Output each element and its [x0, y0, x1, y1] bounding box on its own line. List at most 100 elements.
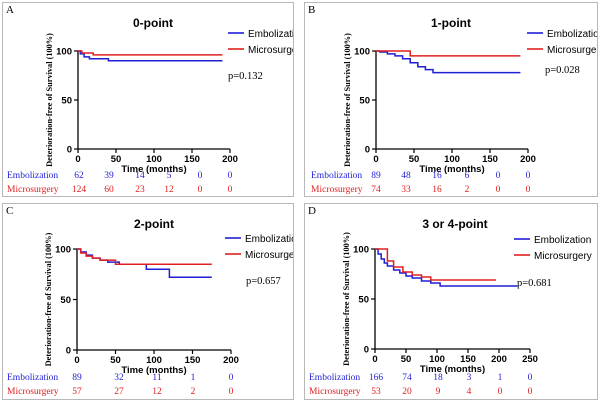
- x-tick-label: 100: [146, 355, 162, 366]
- y-tick-label: 50: [60, 295, 71, 306]
- risk-value: 4: [467, 387, 472, 397]
- risk-value: 0: [496, 185, 501, 195]
- risk-value: 6: [465, 171, 470, 181]
- km-curve-embolization: [77, 248, 212, 279]
- y-tick-label: 0: [365, 145, 370, 156]
- risk-value: 12: [164, 185, 174, 195]
- km-curve-microsurgery: [77, 248, 212, 265]
- chart-title: 1-point: [431, 16, 471, 30]
- y-tick-label: 100: [353, 245, 369, 256]
- x-tick-label: 150: [184, 154, 200, 165]
- risk-row-label: Embolization: [311, 171, 362, 181]
- x-axis-label: Time (months): [121, 164, 186, 175]
- panel-c: C 2-point 0 50 100 0 50 100 150 200 Time (months)…: [2, 203, 303, 400]
- y-tick-label: 0: [364, 345, 369, 356]
- x-tick-label: 0: [373, 154, 378, 165]
- y-tick-label: 100: [354, 47, 370, 58]
- risk-row-label: Embolization: [7, 171, 58, 181]
- risk-value: 33: [401, 185, 411, 195]
- p-value: p=0.028: [545, 65, 580, 76]
- km-curve-embolization: [78, 50, 223, 62]
- km-curve-microsurgery: [78, 50, 223, 56]
- x-tick-label: 200: [223, 355, 239, 366]
- chart-title: 0-point: [133, 16, 173, 30]
- y-axis-label: Deterioration-free of Survival (100%): [343, 33, 352, 167]
- legend-label-microsurgery: Microsurgery: [245, 250, 293, 261]
- risk-value: 60: [104, 185, 114, 195]
- risk-value: 48: [401, 171, 411, 181]
- legend-label-microsurgery: Microsurgery: [547, 45, 597, 56]
- km-curve-microsurgery: [376, 50, 521, 57]
- risk-value: 1: [498, 373, 503, 383]
- x-tick-label: 100: [429, 354, 445, 365]
- risk-value: 62: [74, 171, 84, 181]
- x-tick-label: 150: [460, 354, 476, 365]
- x-tick-label: 100: [444, 154, 460, 165]
- risk-value: 16: [432, 185, 442, 195]
- y-tick-label: 50: [61, 96, 72, 107]
- x-tick-label: 50: [110, 355, 121, 366]
- y-tick-label: 100: [56, 47, 72, 58]
- risk-value: 5: [167, 171, 172, 181]
- y-axis-label: Deterioration-free of Survival (100%): [342, 232, 351, 366]
- p-value: p=0.681: [517, 278, 552, 289]
- risk-value: 27: [114, 387, 124, 397]
- legend-label-embolization: Embolization: [534, 235, 591, 246]
- risk-value: 0: [228, 171, 233, 181]
- panel-a: A 0-point 0 50 100 0 50 100 150 200 Time (months)…: [2, 2, 306, 197]
- risk-row-label: Microsurgery: [309, 387, 361, 397]
- legend-label-embolization: Embolization: [245, 234, 293, 245]
- risk-value: 20: [402, 387, 412, 397]
- panel-label: B: [308, 4, 316, 16]
- risk-value: 32: [114, 373, 124, 383]
- p-value: p=0.132: [228, 71, 263, 82]
- legend-label-embolization: Embolization: [547, 29, 597, 40]
- panel-d: D 3 or 4-point 0 50 100 0 50 100 150 200 250 Time …: [304, 203, 598, 400]
- x-tick-label: 200: [520, 154, 536, 165]
- risk-row-label: Embolization: [309, 373, 360, 383]
- risk-value: 0: [498, 387, 503, 397]
- x-tick-label: 150: [185, 355, 201, 366]
- panel-label: C: [6, 205, 14, 217]
- risk-value: 57: [72, 387, 82, 397]
- legend-label-microsurgery: Microsurgery: [248, 45, 293, 56]
- risk-value: 14: [135, 171, 145, 181]
- risk-value: 1: [191, 373, 196, 383]
- x-axis-label: Time (months): [121, 365, 186, 376]
- risk-row-label: Microsurgery: [7, 387, 59, 397]
- risk-value: 0: [198, 185, 203, 195]
- x-tick-label: 0: [372, 354, 377, 365]
- risk-row-label: Microsurgery: [311, 185, 363, 195]
- x-tick-label: 200: [491, 354, 507, 365]
- risk-value: 89: [72, 373, 82, 383]
- x-tick-label: 0: [74, 355, 79, 366]
- y-tick-label: 0: [67, 145, 72, 156]
- panel-label: A: [6, 4, 14, 16]
- x-tick-label: 200: [222, 154, 238, 165]
- risk-value: 53: [371, 387, 381, 397]
- y-axis-label: Deterioration-free of Survival (100%): [45, 33, 54, 167]
- panel-b: B 1-point 0 50 100 0 50 100 150 200 Time (months)…: [304, 2, 600, 197]
- x-axis-label: Time (months): [420, 364, 485, 375]
- x-tick-label: 50: [111, 154, 122, 165]
- risk-row-label: Microsurgery: [7, 185, 59, 195]
- risk-value: 0: [526, 171, 531, 181]
- y-tick-label: 50: [359, 96, 370, 107]
- risk-value: 0: [229, 373, 234, 383]
- y-tick-label: 0: [66, 346, 71, 357]
- legend-label-embolization: Embolization: [248, 29, 293, 40]
- risk-value: 0: [228, 185, 233, 195]
- risk-value: 0: [526, 185, 531, 195]
- risk-value: 0: [496, 171, 501, 181]
- x-tick-label: 50: [401, 354, 412, 365]
- risk-value: 74: [402, 373, 412, 383]
- risk-value: 12: [152, 387, 162, 397]
- y-tick-label: 50: [358, 295, 369, 306]
- risk-value: 166: [369, 373, 384, 383]
- panel-label: D: [308, 205, 316, 217]
- x-tick-label: 50: [409, 154, 420, 165]
- y-tick-label: 100: [55, 245, 71, 256]
- km-curve-embolization: [375, 248, 518, 287]
